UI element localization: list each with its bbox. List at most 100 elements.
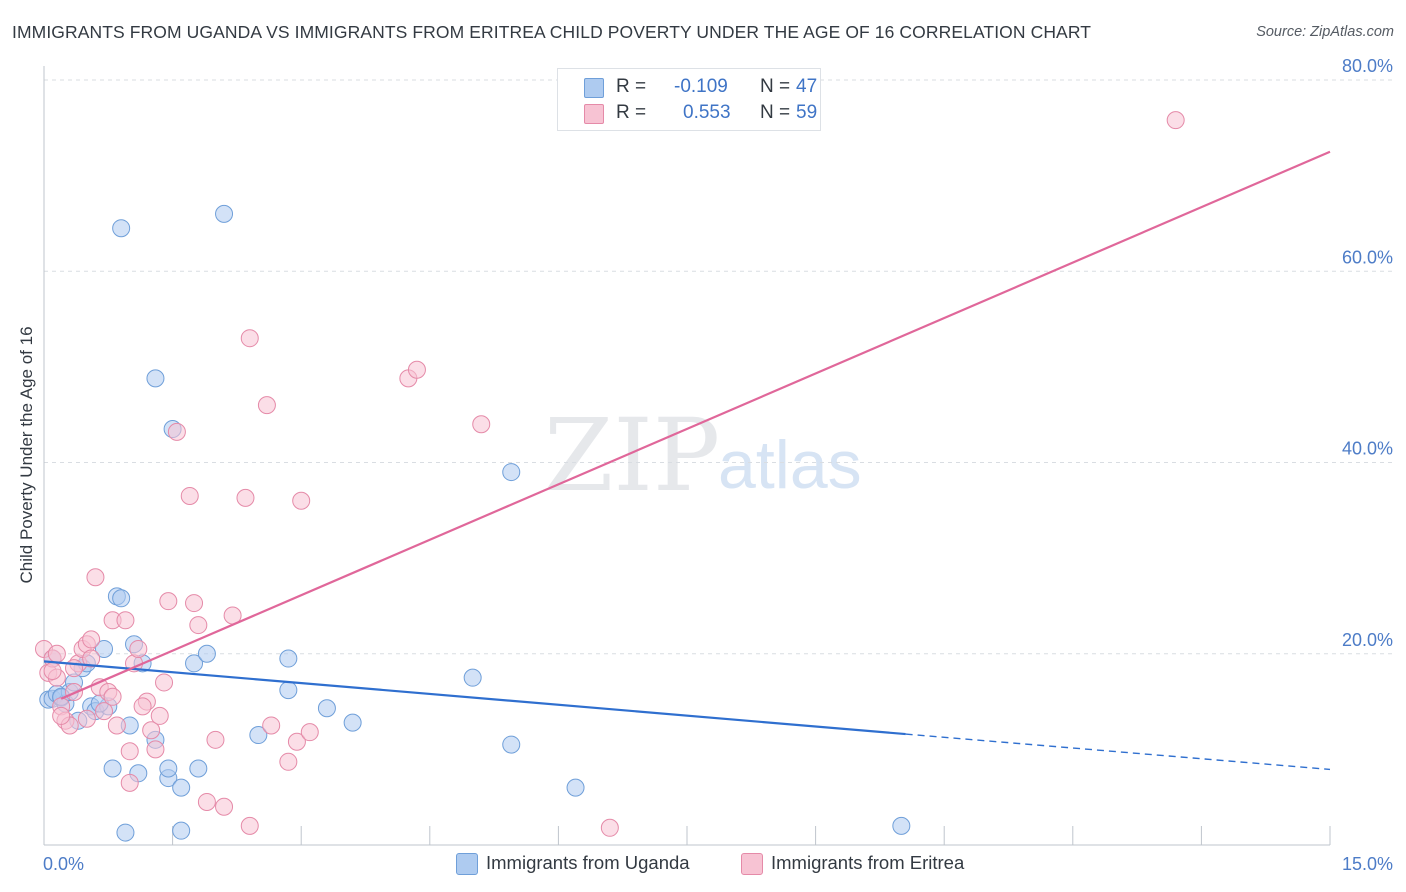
eritrea-point — [47, 644, 66, 663]
uganda-point — [249, 726, 268, 745]
eritrea-point — [197, 792, 216, 811]
uganda-point — [279, 681, 298, 700]
uganda-point — [317, 699, 336, 718]
series-eritrea-points — [35, 111, 1185, 837]
eritrea-point — [65, 659, 84, 678]
eritrea-point — [120, 742, 139, 761]
uganda-point — [172, 778, 191, 797]
eritrea-point — [120, 773, 139, 792]
uganda-point — [502, 735, 521, 754]
eritrea-point — [86, 568, 105, 587]
eritrea-point — [206, 730, 225, 749]
eritrea-point — [257, 396, 276, 415]
eritrea-trend-line — [60, 150, 1331, 700]
uganda-point — [463, 668, 482, 687]
eritrea-point — [240, 329, 259, 348]
eritrea-point — [189, 616, 208, 635]
eritrea-point — [129, 639, 148, 658]
bottom-legend-label-uganda: Immigrants from Uganda — [486, 852, 690, 873]
uganda-point — [159, 759, 178, 778]
uganda-trend-line-extension — [905, 733, 1331, 771]
uganda-point — [343, 713, 362, 732]
uganda-point — [197, 644, 216, 663]
y-tick-label: 80.0% — [1342, 56, 1393, 76]
eritrea-point — [107, 716, 126, 735]
eritrea-point — [185, 594, 204, 613]
eritrea-point — [292, 491, 311, 510]
uganda-point — [279, 649, 298, 668]
eritrea-point — [407, 360, 426, 379]
eritrea-point — [95, 702, 114, 721]
uganda-point — [95, 639, 114, 658]
axes — [43, 66, 1331, 846]
legend-n-value-eritrea: 59 — [796, 102, 818, 123]
y-tick-label: 60.0% — [1342, 247, 1393, 267]
grid — [44, 79, 1395, 655]
uganda-trend-line — [43, 660, 906, 736]
eritrea-point — [133, 697, 152, 716]
legend-n-label: N = — [760, 76, 791, 97]
watermark: ZIP atlas — [544, 397, 862, 514]
eritrea-point — [215, 797, 234, 816]
legend-n-label: N = — [760, 102, 791, 123]
legend-swatch-eritrea — [584, 104, 604, 124]
eritrea-point — [43, 661, 62, 680]
eritrea-point — [159, 592, 178, 611]
uganda-point — [215, 204, 234, 223]
eritrea-point — [150, 706, 169, 725]
eritrea-point — [180, 486, 199, 505]
chart-title: IMMIGRANTS FROM UGANDA VS IMMIGRANTS FRO… — [12, 22, 1092, 42]
eritrea-point — [116, 611, 135, 630]
bottom-legend-label-eritrea: Immigrants from Eritrea — [771, 852, 965, 873]
uganda-point — [172, 821, 191, 840]
eritrea-point — [103, 687, 122, 706]
eritrea-point — [82, 649, 101, 668]
eritrea-point — [236, 488, 255, 507]
eritrea-point — [146, 740, 165, 759]
y-tick-label: 20.0% — [1342, 630, 1393, 650]
legend-r-label: R = — [616, 76, 647, 97]
chart-source: Source: ZipAtlas.com — [1256, 24, 1394, 40]
eritrea-point — [262, 716, 281, 735]
uganda-point — [112, 219, 131, 238]
bottom-legend-swatch-eritrea — [741, 853, 763, 875]
eritrea-point — [77, 709, 96, 728]
x-tick-labels: 0.0% 15.0% — [43, 854, 1393, 874]
watermark-zip: ZIP — [544, 397, 720, 514]
eritrea-point — [167, 422, 186, 441]
trend-lines — [43, 150, 1331, 771]
y-tick-label: 40.0% — [1342, 439, 1393, 459]
uganda-point — [892, 816, 911, 835]
eritrea-point — [155, 673, 174, 692]
legend-r-label: R = — [616, 102, 647, 123]
legend-swatch-uganda — [584, 78, 604, 98]
uganda-point — [185, 654, 204, 673]
legend-n-value-uganda: 47 — [796, 76, 818, 97]
eritrea-point — [472, 415, 491, 434]
eritrea-point — [279, 752, 298, 771]
uganda-point — [146, 369, 165, 388]
x-tick-label-min: 0.0% — [43, 854, 84, 874]
eritrea-point — [240, 816, 259, 835]
series-uganda-points — [39, 204, 911, 842]
correlation-legend: R = -0.109 N = 47 R = 0.553 N = 59 — [557, 68, 821, 131]
eritrea-point — [600, 818, 619, 837]
uganda-point — [116, 823, 135, 842]
watermark-atlas: atlas — [718, 427, 862, 503]
eritrea-point — [142, 721, 161, 740]
eritrea-point — [287, 732, 306, 751]
uganda-point — [502, 463, 521, 482]
eritrea-point — [300, 723, 319, 742]
x-tick-label-max: 15.0% — [1342, 854, 1393, 874]
legend-r-value-uganda: -0.109 — [674, 76, 728, 97]
uganda-point — [112, 589, 131, 608]
bottom-legend-swatch-uganda — [456, 853, 478, 875]
uganda-point — [103, 759, 122, 778]
uganda-point — [566, 778, 585, 797]
uganda-point — [189, 759, 208, 778]
eritrea-point — [82, 630, 101, 649]
legend-r-value-eritrea: 0.553 — [683, 102, 731, 123]
y-tick-labels: 20.0% 40.0% 60.0% 80.0% — [1342, 56, 1393, 650]
eritrea-point — [52, 706, 71, 725]
